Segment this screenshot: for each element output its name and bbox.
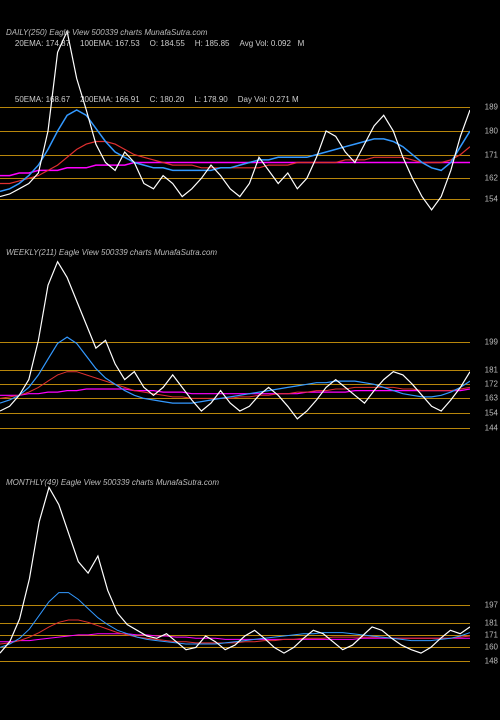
price-line — [0, 262, 470, 419]
price-line — [0, 620, 470, 644]
y-tick-label: 172 — [485, 380, 498, 389]
price-line — [0, 110, 470, 191]
y-axis-labels: 197 181 171 160 148 — [472, 476, 500, 716]
y-tick-label: 197 — [485, 601, 498, 610]
chart-panel: MONTHLY(49) Eagle View 500339 charts Mun… — [0, 476, 500, 716]
y-tick-label: 180 — [485, 127, 498, 136]
chart-area — [0, 26, 470, 236]
y-tick-label: 199 — [485, 337, 498, 346]
y-tick-label: 154 — [485, 408, 498, 417]
panel-title: DAILY(250) Eagle View 500339 charts Muna… — [6, 28, 207, 37]
price-line — [0, 31, 470, 210]
y-axis-labels: 199 181 172 163 154 144 — [472, 246, 500, 466]
y-tick-label: 154 — [485, 195, 498, 204]
y-tick-label: 160 — [485, 643, 498, 652]
price-line — [0, 372, 470, 399]
y-tick-label: 148 — [485, 657, 498, 666]
price-line — [0, 163, 470, 176]
price-line — [0, 634, 470, 642]
y-tick-label: 162 — [485, 174, 498, 183]
chart-area — [0, 476, 470, 716]
chart-area — [0, 246, 470, 466]
price-line — [0, 487, 470, 653]
y-tick-label: 163 — [485, 394, 498, 403]
y-tick-label: 181 — [485, 366, 498, 375]
panel-title: MONTHLY(49) Eagle View 500339 charts Mun… — [6, 478, 219, 487]
y-tick-label: 144 — [485, 424, 498, 433]
chart-panel: DAILY(250) Eagle View 500339 charts Muna… — [0, 26, 500, 236]
series-svg — [0, 26, 470, 236]
y-tick-label: 171 — [485, 630, 498, 639]
y-tick-label: 189 — [485, 103, 498, 112]
panel-title: WEEKLY(211) Eagle View 500339 charts Mun… — [6, 248, 217, 257]
series-svg — [0, 476, 470, 716]
chart-panel: WEEKLY(211) Eagle View 500339 charts Mun… — [0, 246, 500, 466]
y-tick-label: 181 — [485, 619, 498, 628]
y-tick-label: 171 — [485, 150, 498, 159]
y-axis-labels: 189 180 171 162 154 — [472, 26, 500, 236]
series-svg — [0, 246, 470, 466]
